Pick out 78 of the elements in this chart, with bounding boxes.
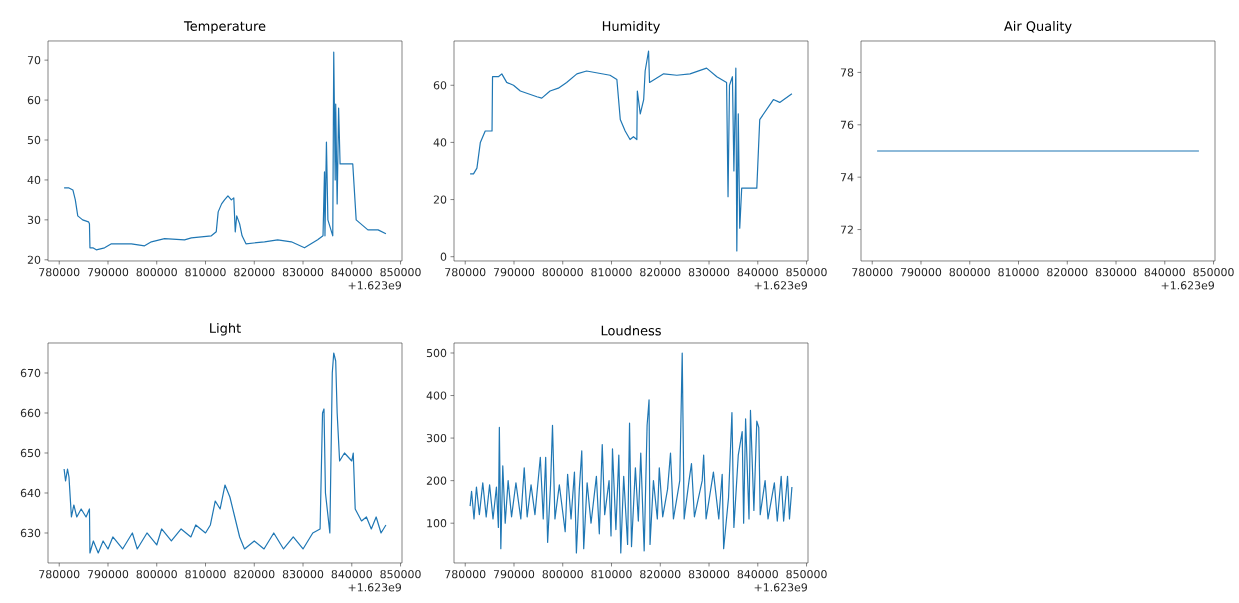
x-tick-label: 820000 [234, 268, 275, 277]
x-tick-label: 800000 [542, 268, 583, 277]
x-tick-label: 790000 [87, 268, 129, 277]
y-tick-label: 500 [426, 348, 447, 358]
y-tick-label: 78 [840, 68, 854, 77]
y-tick-label: 74 [840, 173, 854, 182]
text: +1.623e9 [754, 281, 808, 290]
x-tick-label: 810000 [185, 268, 226, 277]
line-series [63, 51, 387, 251]
text: +1.623e9 [1161, 281, 1215, 290]
y-tick-label: 76 [840, 120, 854, 129]
x-tick-label: 780000 [445, 570, 486, 579]
x-tick-label: 850000 [380, 570, 421, 579]
x-tick-label: 810000 [185, 570, 226, 579]
line-series [63, 352, 387, 554]
x-tick-label: 840000 [737, 268, 778, 277]
x-tick-label: 780000 [852, 268, 893, 277]
x-tick-label: 820000 [1047, 268, 1088, 277]
y-tick-label: 20 [27, 255, 41, 264]
x-tick-label: 830000 [688, 268, 730, 277]
x-tick-label: 830000 [282, 268, 324, 277]
chart-title: Light [210, 322, 241, 336]
y-tick-label: 650 [20, 448, 41, 458]
y-tick-label: 60 [27, 95, 41, 105]
y-tick-label: 0 [440, 252, 447, 261]
y-tick-label: 50 [27, 135, 41, 145]
text: +1.623e9 [754, 583, 808, 592]
chart-title: Loudness [601, 325, 661, 336]
x-tick-label: 840000 [331, 570, 372, 579]
y-tick-label: 630 [20, 528, 41, 538]
y-tick-label: 100 [427, 519, 447, 528]
x-tick-label: 800000 [542, 570, 583, 579]
x-tick-label: 850000 [786, 268, 827, 277]
y-tick-label: 70 [27, 56, 41, 65]
x-tick-label: 780000 [39, 570, 80, 579]
y-tick-label: 30 [27, 215, 41, 224]
x-tick-label: 850000 [1193, 268, 1234, 277]
line-series [469, 352, 793, 554]
x-tick-label: 830000 [1095, 268, 1137, 277]
x-tick-label: 840000 [331, 268, 372, 277]
text: +1.623e9 [348, 281, 402, 290]
x-tick-label: 790000 [87, 570, 129, 579]
x-tick-label: 800000 [136, 268, 177, 277]
x-tick-label: 810000 [998, 268, 1039, 277]
x-tick-label: 840000 [737, 570, 778, 579]
x-tick-label: 780000 [39, 268, 80, 277]
text: +1.623e9 [348, 583, 402, 592]
x-tick-label: 820000 [640, 570, 681, 579]
x-tick-label: 780000 [445, 268, 486, 277]
y-tick-label: 60 [433, 81, 447, 90]
chart-title: Temperature [183, 21, 266, 34]
x-tick-label: 810000 [591, 268, 632, 277]
y-tick-label: 400 [426, 391, 447, 400]
y-tick-label: 300 [426, 433, 447, 443]
chart-title: Air Quality [1004, 20, 1072, 34]
y-tick-label: 660 [20, 408, 41, 418]
x-tick-label: 850000 [786, 570, 827, 579]
chart-title: Humidity [602, 20, 660, 34]
y-tick-label: 72 [840, 225, 853, 234]
y-tick-label: 200 [426, 476, 447, 485]
x-tick-label: 790000 [493, 570, 535, 579]
x-tick-label: 820000 [234, 570, 275, 579]
x-tick-label: 790000 [493, 268, 535, 277]
y-tick-label: 640 [20, 488, 41, 498]
y-tick-label: 20 [433, 195, 447, 204]
line-series [469, 50, 793, 252]
x-tick-label: 800000 [136, 570, 177, 579]
y-tick-label: 40 [433, 138, 447, 147]
x-tick-label: 800000 [949, 268, 990, 277]
x-tick-label: 830000 [282, 570, 324, 579]
x-tick-label: 810000 [591, 570, 632, 579]
y-tick-label: 40 [27, 175, 41, 185]
x-tick-label: 790000 [900, 268, 942, 277]
x-tick-label: 850000 [380, 268, 421, 277]
x-tick-label: 830000 [688, 570, 730, 579]
x-tick-label: 840000 [1144, 268, 1185, 277]
y-tick-label: 670 [20, 368, 41, 378]
x-tick-label: 820000 [640, 268, 681, 277]
